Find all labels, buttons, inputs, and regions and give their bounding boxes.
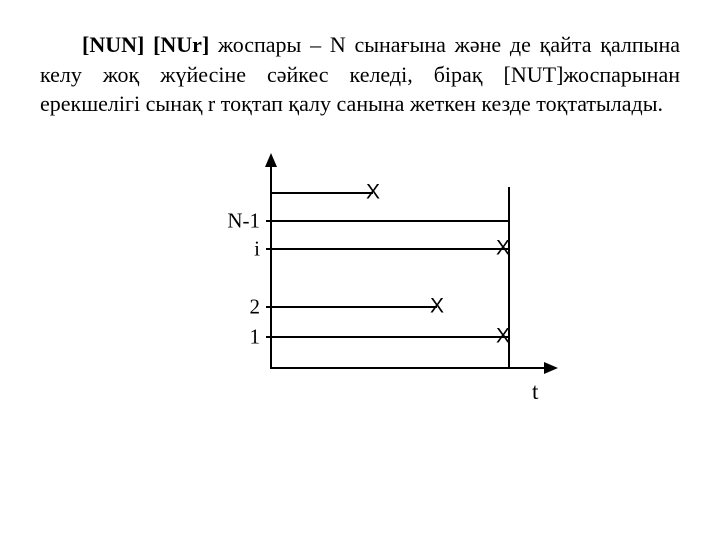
- sample-line: [272, 248, 508, 250]
- paragraph-bold-prefix: [NUN] [NUr]: [82, 32, 209, 57]
- diagram-container: t N-1 i 2 1 X X X X: [40, 149, 680, 409]
- reliability-test-diagram: t N-1 i 2 1 X X X X: [150, 149, 570, 409]
- y-label: i: [208, 237, 260, 262]
- sample-line: [272, 192, 373, 194]
- x-axis-arrow: [544, 362, 558, 374]
- sample-line: [272, 336, 508, 338]
- sample-line: [272, 306, 437, 308]
- failure-marker: X: [430, 296, 444, 317]
- main-paragraph: [NUN] [NUr] жоспары – N сынағына және де…: [40, 30, 680, 119]
- x-axis-label: t: [532, 379, 538, 405]
- failure-marker: X: [496, 326, 510, 347]
- y-label: 1: [208, 325, 260, 350]
- y-label: 2: [208, 295, 260, 320]
- y-label: N-1: [208, 209, 260, 234]
- failure-marker: X: [366, 182, 380, 203]
- failure-marker: X: [496, 238, 510, 259]
- y-axis-arrow: [265, 153, 277, 167]
- sample-line: [272, 220, 508, 223]
